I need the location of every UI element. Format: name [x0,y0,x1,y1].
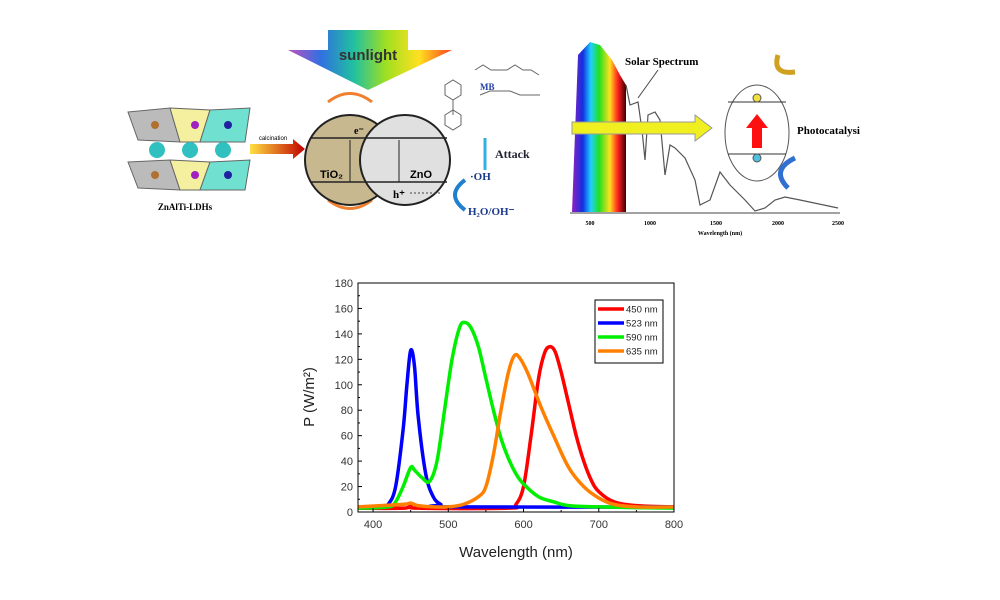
x-axis-label: Wavelength (nm) [459,544,573,561]
tick-label: 500 [586,221,595,227]
excitation-arrow-icon [746,114,768,148]
sunlight-label: sunlight [339,47,397,64]
hole-label: h⁺ [393,189,405,201]
series-line-590nm [357,320,675,510]
calcination-label: calcination [259,136,287,142]
tick-label: 1000 [644,221,656,227]
mb-label: MB [480,82,495,92]
oh-radical-label: ·OH [470,171,491,183]
hole-arrow-icon [778,155,797,190]
attack-label: Attack [495,147,530,161]
water-label: H₂O/OH⁻ [468,206,515,218]
x-tick-label: 800 [665,519,683,531]
y-tick-label: 40 [341,456,353,468]
y-axis-label: P (W/m²) [301,367,318,427]
tick-label: 1500 [710,221,722,227]
y-tick-label: 0 [347,507,353,519]
x-axis-label: Wavelength (nm) [698,230,742,237]
electron-label: e⁻ [354,126,364,137]
y-tick-label: 20 [341,482,353,494]
tio2-label: TiO₂ [320,169,343,181]
legend-label: 450 nm [626,305,658,316]
y-tick-label: 140 [335,329,353,341]
solar-spectrum-label: Solar Spectrum [625,56,698,68]
ldh-structure-icon [127,107,251,191]
solar-spectrum-scheme: 500 1000 1500 2000 2500 Wavelength (nm) … [570,42,860,237]
tick-label: 2000 [772,221,784,227]
y-tick-label: 100 [335,380,353,392]
light-arrow-icon [571,113,713,143]
y-tick-label: 160 [335,303,353,315]
photocatalysis-label: Photocatalysis [797,125,860,137]
x-tick-label: 500 [439,519,457,531]
electron-arrow-icon [774,54,796,75]
y-tick-label: 120 [335,354,353,366]
x-tick-label: 700 [590,519,608,531]
legend-label: 523 nm [626,319,658,330]
legend-label: 635 nm [626,347,658,358]
x-tick-label: 600 [514,519,532,531]
y-tick-label: 180 [335,278,353,290]
tick-label: 2500 [832,221,844,227]
y-tick-label: 60 [341,431,353,443]
legend: 450 nm 523 nm 590 nm 635 nm [594,299,664,364]
zno-label: ZnO [410,169,432,181]
sunlight-arrow-icon [288,30,452,90]
series-line-635nm [357,352,675,509]
calcination-arrow-icon [250,139,305,159]
ldh-label: ZnAlTi-LDHs [158,202,213,212]
legend-label: 590 nm [626,333,658,344]
solar-spectrum-curve [625,84,839,212]
cycle-arrow-icon [453,178,467,212]
x-tick-label: 400 [364,519,382,531]
mb-molecule-icon [444,64,540,131]
photocatalysis-scheme: ZnAlTi-LDHs calcination sunlight e⁻ TiO₂… [127,30,540,218]
y-tick-label: 80 [341,405,353,417]
